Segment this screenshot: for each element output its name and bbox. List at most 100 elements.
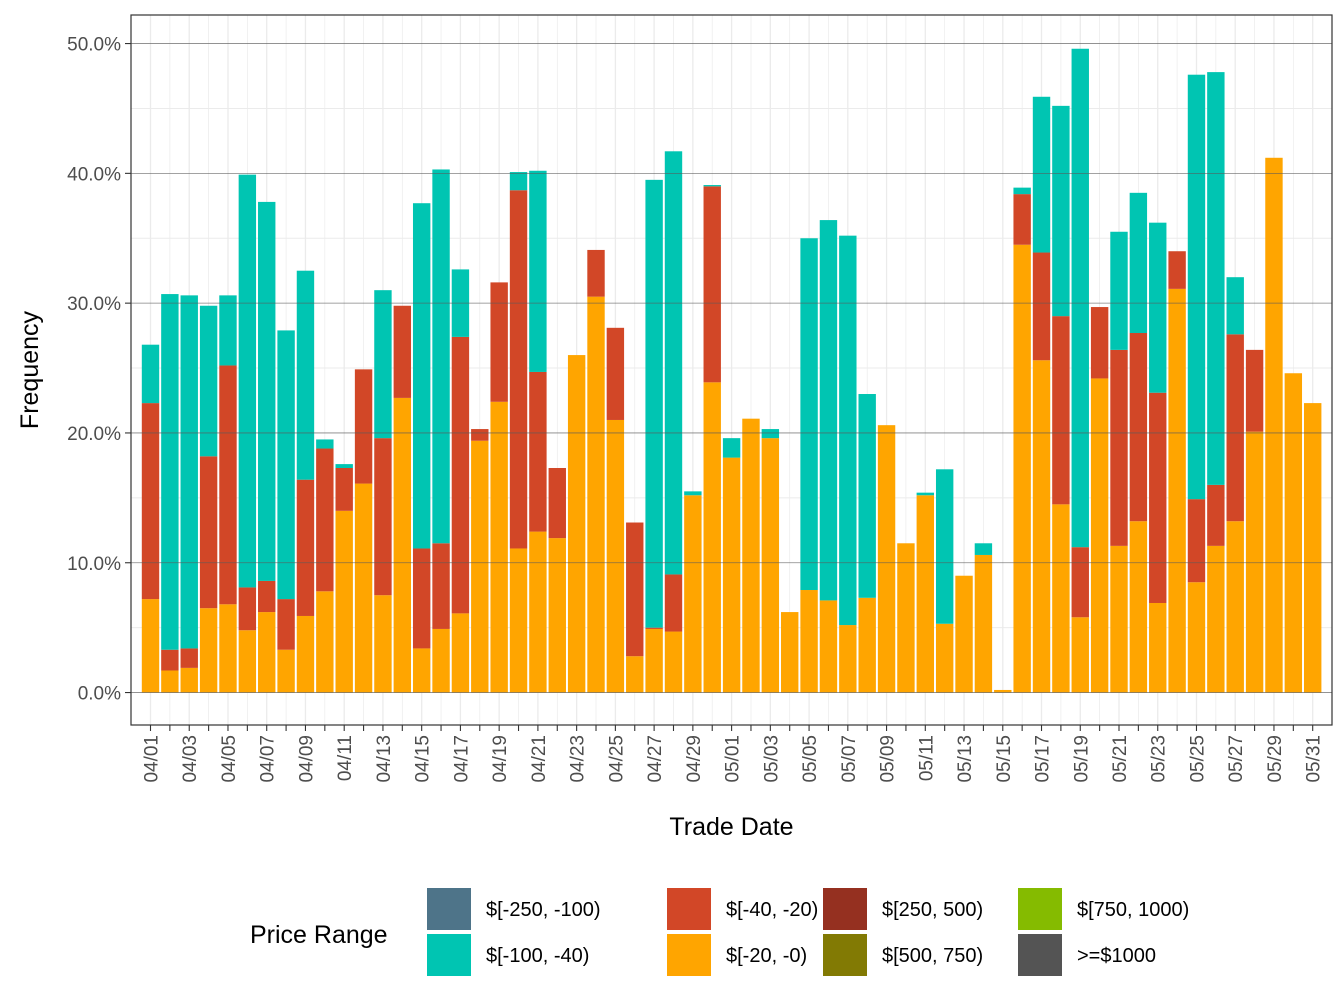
bar-segment: [219, 604, 237, 693]
x-tick-label: 05/25: [1187, 735, 1208, 783]
bar-segment: [664, 151, 683, 575]
bar-segment: [548, 467, 566, 539]
bar-segment: [916, 492, 934, 496]
bar-segment: [684, 491, 702, 496]
legend-label: >=$1000: [1077, 945, 1156, 967]
bar-segment: [141, 344, 160, 404]
legend-key: [667, 934, 711, 976]
bar-segment: [354, 483, 373, 693]
legend-key: [667, 888, 711, 930]
bar-segment: [529, 170, 547, 372]
bar-segment: [471, 440, 489, 693]
bar-segment: [238, 630, 257, 693]
bar-segment: [374, 595, 392, 693]
y-tick-label: 40.0%: [67, 164, 121, 185]
bar-segment: [955, 575, 973, 693]
x-axis: 04/01 04/03 04/05 04/07 04/09 04/11 04/13 04/15…: [142, 725, 1325, 783]
bar-segment: [703, 186, 721, 383]
bar-segment: [1207, 484, 1225, 546]
bar-segment: [1265, 157, 1283, 693]
bar-segment: [161, 670, 179, 693]
x-tick-label: 05/09: [878, 735, 899, 783]
bar-segment: [626, 656, 644, 693]
bar-segment: [490, 282, 508, 402]
bar-segment: [393, 305, 412, 398]
legend-label: $[-20, -0): [726, 945, 807, 967]
x-tick-label: 05/11: [916, 735, 937, 781]
bar-segment: [296, 479, 315, 616]
bar-segment: [316, 448, 334, 592]
bar-segment: [1149, 222, 1167, 393]
legend-label: $[750, 1000): [1077, 899, 1189, 921]
bar-segment: [1110, 545, 1128, 693]
bar-segment: [839, 625, 857, 693]
bar-segment: [1129, 333, 1148, 522]
bar-segment: [781, 612, 799, 693]
bar-segment: [606, 327, 625, 420]
x-tick-label: 04/13: [374, 735, 395, 783]
bar-segment: [935, 469, 954, 624]
x-tick-label: 04/05: [219, 735, 240, 783]
legend-title: Price Range: [250, 921, 388, 949]
bar-segment: [432, 628, 450, 693]
y-tick-label: 20.0%: [67, 424, 121, 445]
legend-key: [1018, 934, 1062, 976]
bar-segment: [839, 235, 857, 626]
bar-segment: [1032, 252, 1051, 361]
x-tick-label: 05/31: [1304, 735, 1325, 783]
legend-key: [427, 888, 471, 930]
bar-segment: [587, 296, 605, 693]
bar-segment: [1032, 96, 1051, 253]
bar-segment: [374, 438, 392, 596]
bar-segment: [1207, 545, 1225, 693]
bar-segment: [277, 330, 295, 600]
bar-segment: [335, 464, 353, 468]
bar-segment: [432, 169, 450, 544]
bar-segment: [296, 270, 315, 480]
bar-segment: [974, 543, 993, 555]
bar-segment: [219, 365, 237, 605]
bar-segment: [703, 185, 721, 187]
plot-panel: [130, 14, 1333, 726]
bar-segment: [180, 648, 198, 668]
x-tick-label: 05/07: [839, 735, 860, 783]
bar-segment: [819, 220, 838, 601]
bar-segment: [1168, 251, 1186, 289]
bar-segment: [1052, 504, 1070, 693]
x-tick-label: 05/23: [1149, 735, 1170, 783]
bar-segment: [819, 600, 838, 693]
bar-segment: [722, 438, 741, 458]
y-tick-label: 50.0%: [67, 35, 121, 56]
legend: Price Range $[-250, -100) $[-100, -40) $[-…: [250, 888, 1189, 976]
bar-segment: [1129, 521, 1148, 693]
bar-segment: [1032, 360, 1051, 693]
bar-segment: [703, 382, 721, 693]
x-tick-label: 04/03: [180, 735, 201, 783]
x-tick-label: 05/03: [761, 735, 782, 783]
bar-segment: [1187, 74, 1206, 500]
bar-segment: [935, 623, 954, 693]
bar-segment: [258, 201, 276, 581]
bar-segment: [219, 295, 237, 366]
bar-segment: [199, 456, 218, 609]
bar-segment: [199, 608, 218, 693]
bar-segment: [1245, 431, 1264, 693]
bar-segment: [238, 587, 257, 631]
bar-segment: [451, 336, 470, 614]
bar-segment: [509, 190, 528, 549]
x-tick-label: 05/01: [723, 735, 744, 783]
bar-segment: [509, 548, 528, 693]
bar-segment: [1090, 307, 1109, 379]
bar-segment: [1149, 392, 1167, 603]
x-tick-label: 04/09: [296, 735, 317, 783]
bar-segment: [548, 538, 566, 693]
bar-segment: [858, 597, 876, 693]
bar-segment: [374, 290, 392, 439]
bar-segment: [277, 599, 295, 650]
x-tick-label: 04/07: [258, 735, 279, 783]
bar-segment: [180, 667, 198, 693]
y-axis-title: Frequency: [16, 310, 44, 429]
bar-segment: [509, 172, 528, 191]
x-tick-label: 04/11: [335, 735, 356, 781]
